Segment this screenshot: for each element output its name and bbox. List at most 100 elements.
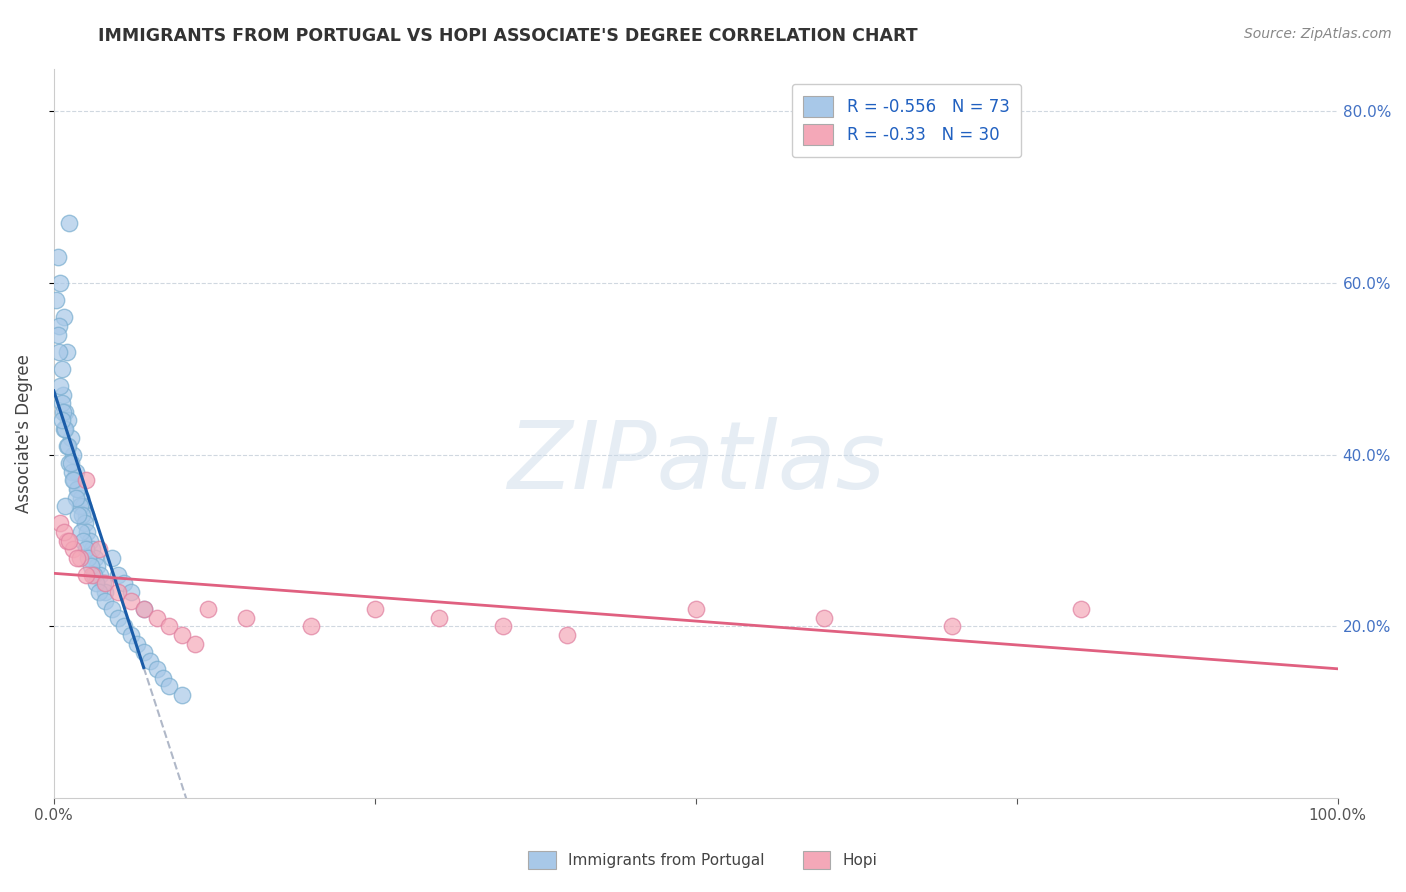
- Point: [132, 602, 155, 616]
- Point: [56, 439, 79, 453]
- Point: [58, 456, 80, 470]
- Point: [813, 611, 835, 625]
- Point: [157, 619, 180, 633]
- Point: [82, 542, 104, 557]
- Point: [75, 474, 97, 488]
- Point: [1070, 602, 1092, 616]
- Point: [48, 344, 70, 359]
- Point: [67, 508, 90, 522]
- Point: [145, 611, 167, 625]
- Point: [72, 500, 94, 514]
- Point: [100, 602, 122, 616]
- Point: [75, 542, 97, 557]
- Point: [132, 645, 155, 659]
- Point: [53, 422, 76, 436]
- Point: [120, 593, 142, 607]
- Text: Source: ZipAtlas.com: Source: ZipAtlas.com: [1244, 27, 1392, 41]
- Point: [132, 602, 155, 616]
- Point: [48, 318, 70, 333]
- Point: [62, 474, 84, 488]
- Point: [69, 500, 91, 514]
- Point: [127, 636, 149, 650]
- Point: [107, 611, 129, 625]
- Point: [364, 602, 387, 616]
- Point: [69, 550, 91, 565]
- Legend: Immigrants from Portugal, Hopi: Immigrants from Portugal, Hopi: [523, 845, 883, 875]
- Point: [77, 550, 100, 565]
- Point: [62, 542, 84, 557]
- Point: [172, 628, 194, 642]
- Point: [60, 465, 83, 479]
- Point: [53, 310, 76, 325]
- Point: [107, 568, 129, 582]
- Point: [235, 611, 257, 625]
- Point: [52, 387, 75, 401]
- Point: [67, 482, 90, 496]
- Point: [79, 533, 101, 548]
- Point: [94, 593, 117, 607]
- Point: [59, 456, 82, 470]
- Point: [84, 576, 107, 591]
- Point: [46, 251, 69, 265]
- Point: [557, 628, 579, 642]
- Point: [685, 602, 707, 616]
- Point: [52, 405, 75, 419]
- Point: [152, 671, 174, 685]
- Point: [107, 585, 129, 599]
- Point: [49, 276, 72, 290]
- Point: [63, 474, 86, 488]
- Point: [55, 344, 77, 359]
- Legend: R = -0.556   N = 73, R = -0.33   N = 30: R = -0.556 N = 73, R = -0.33 N = 30: [792, 84, 1021, 157]
- Point: [941, 619, 963, 633]
- Point: [69, 524, 91, 539]
- Point: [56, 413, 79, 427]
- Point: [80, 559, 103, 574]
- Point: [87, 542, 110, 557]
- Point: [172, 688, 194, 702]
- Point: [59, 431, 82, 445]
- Point: [75, 508, 97, 522]
- Point: [492, 619, 515, 633]
- Text: ZIPatlas: ZIPatlas: [506, 417, 884, 508]
- Point: [58, 533, 80, 548]
- Point: [120, 628, 142, 642]
- Point: [65, 491, 87, 505]
- Point: [94, 576, 117, 591]
- Text: IMMIGRANTS FROM PORTUGAL VS HOPI ASSOCIATE'S DEGREE CORRELATION CHART: IMMIGRANTS FROM PORTUGAL VS HOPI ASSOCIA…: [98, 27, 918, 45]
- Point: [87, 585, 110, 599]
- Point: [55, 439, 77, 453]
- Point: [66, 550, 89, 565]
- Point: [49, 516, 72, 531]
- Point: [55, 405, 77, 419]
- Point: [58, 216, 80, 230]
- Point: [120, 585, 142, 599]
- Point: [89, 568, 111, 582]
- Point: [46, 327, 69, 342]
- Point: [65, 465, 87, 479]
- Point: [86, 559, 108, 574]
- Point: [75, 568, 97, 582]
- Point: [51, 362, 73, 376]
- Y-axis label: Associate's Degree: Associate's Degree: [15, 354, 32, 513]
- Point: [51, 413, 73, 427]
- Point: [45, 293, 67, 308]
- Point: [114, 619, 136, 633]
- Point: [51, 396, 73, 410]
- Point: [299, 619, 322, 633]
- Point: [145, 662, 167, 676]
- Point: [49, 379, 72, 393]
- Point: [100, 550, 122, 565]
- Point: [427, 611, 450, 625]
- Point: [53, 524, 76, 539]
- Point: [55, 500, 77, 514]
- Point: [197, 602, 219, 616]
- Point: [66, 482, 89, 496]
- Point: [157, 680, 180, 694]
- Point: [83, 568, 105, 582]
- Point: [82, 568, 104, 582]
- Point: [94, 585, 117, 599]
- Point: [62, 448, 84, 462]
- Point: [184, 636, 207, 650]
- Point: [76, 524, 98, 539]
- Point: [69, 491, 91, 505]
